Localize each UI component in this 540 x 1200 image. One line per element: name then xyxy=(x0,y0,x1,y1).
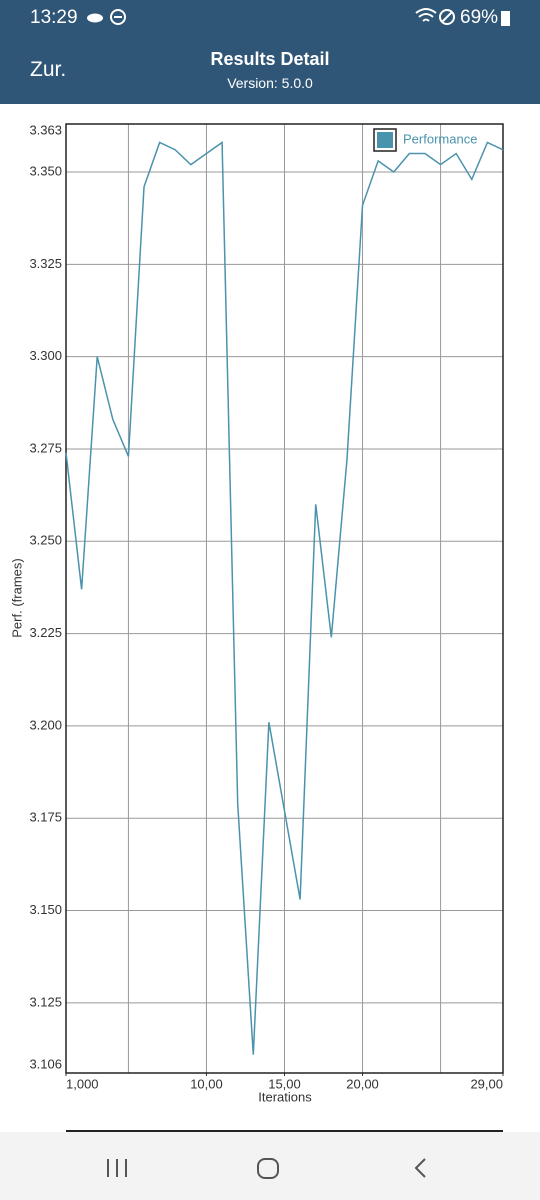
data-line xyxy=(65,141,504,1055)
back-nav-button[interactable] xyxy=(414,1158,426,1178)
y-tick-label: 3.106 xyxy=(29,1056,62,1071)
home-button[interactable] xyxy=(257,1158,279,1179)
battery-icon xyxy=(501,11,510,26)
chart: Perf. (frames) Iterations 3.106 3.125 3.15… xyxy=(9,122,504,1132)
y-tick-label: 3.150 xyxy=(29,902,62,917)
battery-level: 69% xyxy=(460,7,499,28)
back-button[interactable]: Zur. xyxy=(30,58,67,81)
y-tick-label: 3.275 xyxy=(29,440,62,455)
app-header: Zur. Results Detail Version: 5.0.0 xyxy=(0,34,540,104)
cloud-icon xyxy=(87,13,103,23)
y-tick-label: 3.300 xyxy=(29,348,62,363)
x-tick-label: 29,00 xyxy=(470,1076,503,1091)
status-icons xyxy=(87,8,510,26)
y-tick-label: 3.125 xyxy=(29,994,62,1009)
y-axis-label: Perf. (frames) xyxy=(9,558,24,637)
header-title: Results Detail xyxy=(210,49,330,69)
mute-icon xyxy=(439,9,455,25)
wifi-icon xyxy=(415,8,437,22)
x-tick-label: 10,00 xyxy=(190,1076,223,1091)
header-subtitle: Version: 5.0.0 xyxy=(227,75,313,91)
x-tick-label: 15,00 xyxy=(268,1076,301,1091)
y-tick-label: 3.225 xyxy=(29,625,62,640)
y-tick-label: 3.200 xyxy=(29,717,62,732)
x-tick-label: 1,000 xyxy=(66,1076,99,1091)
mute-slash xyxy=(441,11,453,23)
legend-label: Performance xyxy=(403,131,477,146)
y-tick-label: 3.250 xyxy=(29,533,62,548)
recents-button[interactable] xyxy=(107,1159,127,1177)
clock: 13:29 xyxy=(30,7,78,28)
navigation-bar xyxy=(0,1132,540,1200)
x-axis-label: Iterations xyxy=(258,1089,312,1104)
status-bar: 13:29 69% xyxy=(0,0,540,34)
y-tick-label: 3.350 xyxy=(29,163,62,178)
nav-icons xyxy=(107,1158,426,1179)
plot-frame xyxy=(65,123,504,1074)
dnd-icon xyxy=(110,9,126,25)
y-tick-label: 3.363 xyxy=(29,122,62,137)
y-tick-label: 3.175 xyxy=(29,810,62,825)
y-tick-label: 3.325 xyxy=(29,256,62,271)
legend-swatch xyxy=(377,132,393,148)
x-tick-label: 20,00 xyxy=(346,1076,379,1091)
